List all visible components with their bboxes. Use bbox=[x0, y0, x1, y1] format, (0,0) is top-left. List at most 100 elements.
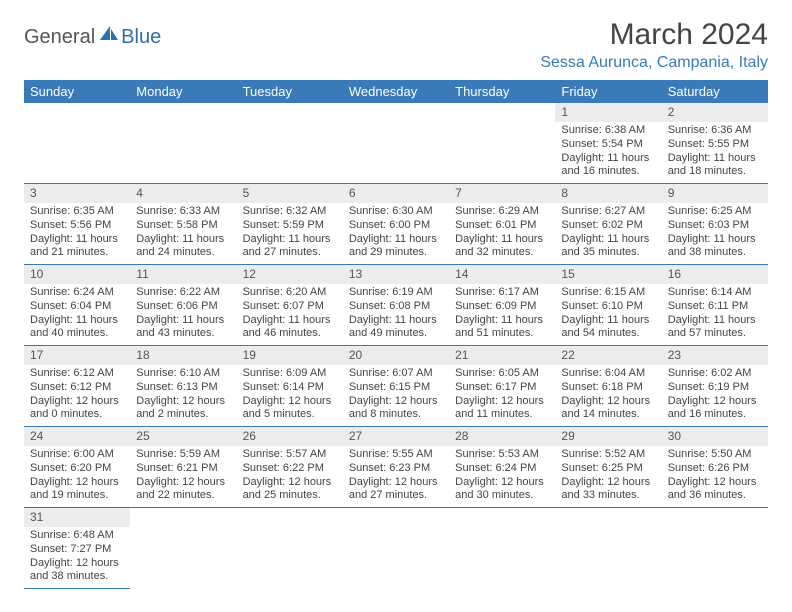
sunset-line: Sunset: 6:00 PM bbox=[349, 219, 443, 233]
day-number: 20 bbox=[343, 346, 449, 365]
day-number: 22 bbox=[555, 346, 661, 365]
day-info: Sunrise: 6:33 AMSunset: 5:58 PMDaylight:… bbox=[130, 203, 236, 264]
sunset-line: Sunset: 6:04 PM bbox=[30, 300, 124, 314]
day-number: 5 bbox=[237, 184, 343, 203]
day-number: 19 bbox=[237, 346, 343, 365]
day-number: 2 bbox=[662, 103, 768, 122]
weekday-header: Tuesday bbox=[237, 80, 343, 103]
daylight-line: Daylight: 12 hours and 19 minutes. bbox=[30, 476, 124, 504]
day-number: 11 bbox=[130, 265, 236, 284]
daylight-line: Daylight: 12 hours and 0 minutes. bbox=[30, 395, 124, 423]
sunset-line: Sunset: 5:58 PM bbox=[136, 219, 230, 233]
sunrise-line: Sunrise: 6:17 AM bbox=[455, 286, 549, 300]
day-info: Sunrise: 6:19 AMSunset: 6:08 PMDaylight:… bbox=[343, 284, 449, 345]
daylight-line: Daylight: 12 hours and 22 minutes. bbox=[136, 476, 230, 504]
sunrise-line: Sunrise: 5:55 AM bbox=[349, 448, 443, 462]
day-number: 27 bbox=[343, 427, 449, 446]
calendar-row: 1Sunrise: 6:38 AMSunset: 5:54 PMDaylight… bbox=[24, 103, 768, 184]
day-number: 9 bbox=[662, 184, 768, 203]
day-info: Sunrise: 6:05 AMSunset: 6:17 PMDaylight:… bbox=[449, 365, 555, 426]
sunset-line: Sunset: 6:01 PM bbox=[455, 219, 549, 233]
sunset-line: Sunset: 7:27 PM bbox=[30, 543, 124, 557]
day-info: Sunrise: 6:25 AMSunset: 6:03 PMDaylight:… bbox=[662, 203, 768, 264]
day-info: Sunrise: 6:02 AMSunset: 6:19 PMDaylight:… bbox=[662, 365, 768, 426]
sunrise-line: Sunrise: 5:53 AM bbox=[455, 448, 549, 462]
sunset-line: Sunset: 6:17 PM bbox=[455, 381, 549, 395]
sunrise-line: Sunrise: 6:25 AM bbox=[668, 205, 762, 219]
sunset-line: Sunset: 6:12 PM bbox=[30, 381, 124, 395]
day-number: 1 bbox=[555, 103, 661, 122]
weekday-header: Saturday bbox=[662, 80, 768, 103]
day-cell: 21Sunrise: 6:05 AMSunset: 6:17 PMDayligh… bbox=[449, 346, 555, 427]
sunset-line: Sunset: 6:03 PM bbox=[668, 219, 762, 233]
day-number: 13 bbox=[343, 265, 449, 284]
day-info: Sunrise: 6:30 AMSunset: 6:00 PMDaylight:… bbox=[343, 203, 449, 264]
empty-cell bbox=[237, 103, 343, 184]
daylight-line: Daylight: 12 hours and 16 minutes. bbox=[668, 395, 762, 423]
day-info: Sunrise: 5:55 AMSunset: 6:23 PMDaylight:… bbox=[343, 446, 449, 507]
day-number: 12 bbox=[237, 265, 343, 284]
day-cell: 10Sunrise: 6:24 AMSunset: 6:04 PMDayligh… bbox=[24, 265, 130, 346]
sunrise-line: Sunrise: 6:33 AM bbox=[136, 205, 230, 219]
daylight-line: Daylight: 11 hours and 46 minutes. bbox=[243, 314, 337, 342]
daylight-line: Daylight: 11 hours and 18 minutes. bbox=[668, 152, 762, 180]
day-cell: 25Sunrise: 5:59 AMSunset: 6:21 PMDayligh… bbox=[130, 427, 236, 508]
calendar-header-row: SundayMondayTuesdayWednesdayThursdayFrid… bbox=[24, 80, 768, 103]
sunrise-line: Sunrise: 6:36 AM bbox=[668, 124, 762, 138]
day-cell: 11Sunrise: 6:22 AMSunset: 6:06 PMDayligh… bbox=[130, 265, 236, 346]
daylight-line: Daylight: 11 hours and 40 minutes. bbox=[30, 314, 124, 342]
calendar-row: 3Sunrise: 6:35 AMSunset: 5:56 PMDaylight… bbox=[24, 184, 768, 265]
day-number: 7 bbox=[449, 184, 555, 203]
sunset-line: Sunset: 6:06 PM bbox=[136, 300, 230, 314]
sunrise-line: Sunrise: 6:05 AM bbox=[455, 367, 549, 381]
weekday-header: Monday bbox=[130, 80, 236, 103]
calendar-row: 31Sunrise: 6:48 AMSunset: 7:27 PMDayligh… bbox=[24, 508, 768, 589]
day-cell: 3Sunrise: 6:35 AMSunset: 5:56 PMDaylight… bbox=[24, 184, 130, 265]
sunset-line: Sunset: 6:15 PM bbox=[349, 381, 443, 395]
calendar-row: 10Sunrise: 6:24 AMSunset: 6:04 PMDayligh… bbox=[24, 265, 768, 346]
sunset-line: Sunset: 6:08 PM bbox=[349, 300, 443, 314]
sunrise-line: Sunrise: 6:20 AM bbox=[243, 286, 337, 300]
day-cell: 1Sunrise: 6:38 AMSunset: 5:54 PMDaylight… bbox=[555, 103, 661, 184]
sunset-line: Sunset: 6:23 PM bbox=[349, 462, 443, 476]
daylight-line: Daylight: 11 hours and 57 minutes. bbox=[668, 314, 762, 342]
day-info: Sunrise: 6:35 AMSunset: 5:56 PMDaylight:… bbox=[24, 203, 130, 264]
sunrise-line: Sunrise: 6:24 AM bbox=[30, 286, 124, 300]
daylight-line: Daylight: 12 hours and 36 minutes. bbox=[668, 476, 762, 504]
day-cell: 29Sunrise: 5:52 AMSunset: 6:25 PMDayligh… bbox=[555, 427, 661, 508]
sunset-line: Sunset: 6:22 PM bbox=[243, 462, 337, 476]
daylight-line: Daylight: 11 hours and 51 minutes. bbox=[455, 314, 549, 342]
day-cell: 16Sunrise: 6:14 AMSunset: 6:11 PMDayligh… bbox=[662, 265, 768, 346]
brand-text-2: Blue bbox=[121, 26, 161, 49]
daylight-line: Daylight: 11 hours and 16 minutes. bbox=[561, 152, 655, 180]
day-info: Sunrise: 5:59 AMSunset: 6:21 PMDaylight:… bbox=[130, 446, 236, 507]
day-number: 23 bbox=[662, 346, 768, 365]
sunrise-line: Sunrise: 6:32 AM bbox=[243, 205, 337, 219]
sunrise-line: Sunrise: 5:59 AM bbox=[136, 448, 230, 462]
title-block: March 2024 Sessa Aurunca, Campania, Ital… bbox=[540, 18, 768, 72]
daylight-line: Daylight: 11 hours and 38 minutes. bbox=[668, 233, 762, 261]
day-info: Sunrise: 5:57 AMSunset: 6:22 PMDaylight:… bbox=[237, 446, 343, 507]
day-number: 29 bbox=[555, 427, 661, 446]
empty-cell bbox=[237, 508, 343, 589]
day-number: 24 bbox=[24, 427, 130, 446]
day-number: 18 bbox=[130, 346, 236, 365]
daylight-line: Daylight: 11 hours and 54 minutes. bbox=[561, 314, 655, 342]
sunset-line: Sunset: 6:07 PM bbox=[243, 300, 337, 314]
day-number: 21 bbox=[449, 346, 555, 365]
day-info: Sunrise: 5:53 AMSunset: 6:24 PMDaylight:… bbox=[449, 446, 555, 507]
day-info: Sunrise: 6:15 AMSunset: 6:10 PMDaylight:… bbox=[555, 284, 661, 345]
day-info: Sunrise: 6:38 AMSunset: 5:54 PMDaylight:… bbox=[555, 122, 661, 183]
day-number: 25 bbox=[130, 427, 236, 446]
day-cell: 18Sunrise: 6:10 AMSunset: 6:13 PMDayligh… bbox=[130, 346, 236, 427]
empty-cell bbox=[555, 508, 661, 589]
sunrise-line: Sunrise: 6:12 AM bbox=[30, 367, 124, 381]
day-cell: 14Sunrise: 6:17 AMSunset: 6:09 PMDayligh… bbox=[449, 265, 555, 346]
sunset-line: Sunset: 6:10 PM bbox=[561, 300, 655, 314]
day-cell: 12 Sunrise: 6:20 AMSunset: 6:07 PMDayligh… bbox=[237, 265, 343, 346]
sunrise-line: Sunrise: 5:52 AM bbox=[561, 448, 655, 462]
day-cell: 4Sunrise: 6:33 AMSunset: 5:58 PMDaylight… bbox=[130, 184, 236, 265]
calendar-row: 17Sunrise: 6:12 AMSunset: 6:12 PMDayligh… bbox=[24, 346, 768, 427]
location: Sessa Aurunca, Campania, Italy bbox=[540, 54, 768, 72]
sunset-line: Sunset: 6:02 PM bbox=[561, 219, 655, 233]
